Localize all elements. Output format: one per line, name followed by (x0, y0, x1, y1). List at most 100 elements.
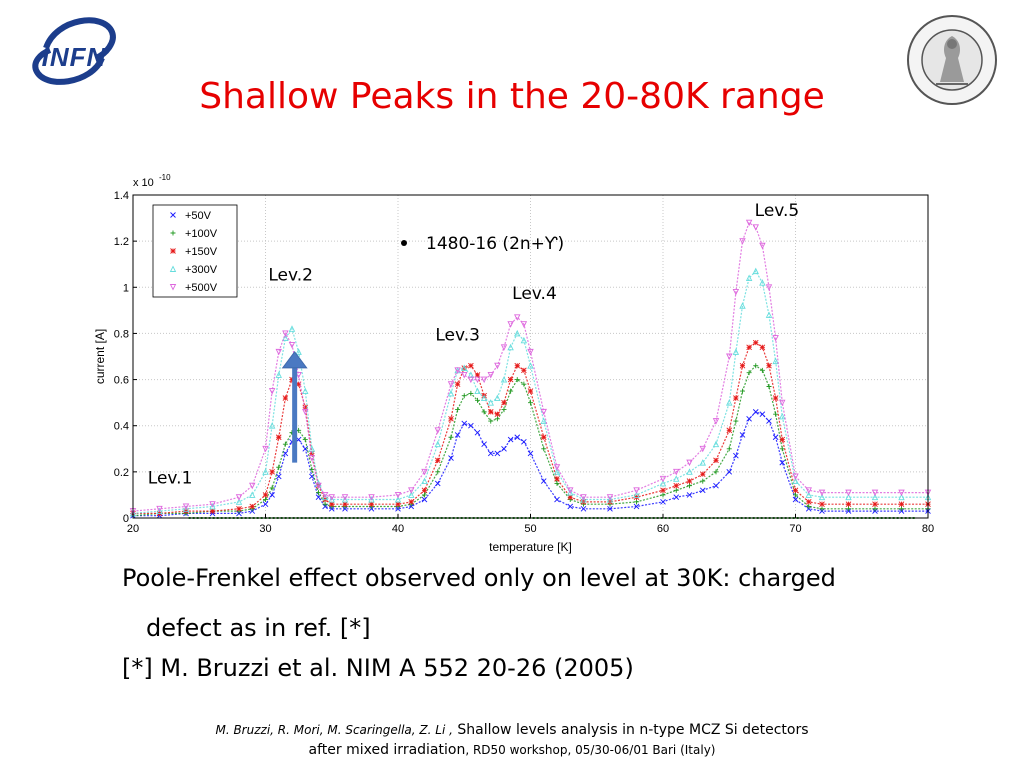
y-tick-label: 0.8 (114, 328, 129, 340)
data-point (434, 480, 441, 487)
data-point (341, 496, 349, 503)
data-point (699, 445, 706, 453)
data-point (686, 459, 693, 467)
data-point (321, 493, 329, 501)
data-point (461, 420, 468, 427)
data-point (773, 411, 779, 417)
data-point (262, 445, 269, 453)
data-point (872, 506, 878, 512)
data-point (554, 475, 560, 482)
data-point (792, 496, 799, 503)
data-point (468, 390, 474, 396)
data-point (475, 397, 480, 403)
data-point (408, 487, 415, 494)
data-point (521, 439, 527, 445)
data-point (368, 496, 375, 503)
x-tick-label: 50 (524, 523, 536, 535)
data-point (448, 434, 454, 440)
data-point (772, 395, 779, 401)
university-seal (906, 14, 998, 106)
data-point (494, 450, 501, 457)
data-point (500, 344, 508, 351)
y-tick-label: 0.2 (114, 467, 129, 479)
data-point (540, 408, 547, 416)
data-point (308, 455, 316, 462)
data-point (448, 455, 454, 461)
data-point (772, 434, 779, 441)
data-point (871, 489, 879, 497)
chart-axes: 20 30 40 50 60 70 80 0 0.2 0.4 0.6 0.8 1 1.2 1.4 x 10 -1… (93, 173, 934, 554)
chart-legend: +50V +100V +150V +300V +500V (152, 204, 238, 298)
data-point (507, 376, 514, 383)
data-point (712, 418, 720, 425)
data-point (235, 498, 243, 505)
legend-marker (169, 265, 177, 272)
data-point (567, 487, 574, 494)
legend-entry: +150V (185, 246, 218, 258)
tsc-current-chart: 20 30 40 50 60 70 80 0 0.2 0.4 0.6 0.8 1 1.2 1.4 x 10 -1… (93, 173, 934, 554)
data-point (845, 501, 852, 507)
footer-venue: , RD50 workshop, 05/30-06/01 Bari (Italy… (465, 743, 716, 757)
x-tick-label: 20 (127, 523, 139, 535)
data-point (792, 477, 799, 485)
data-point (474, 376, 481, 384)
data-point (508, 388, 514, 394)
data-point (872, 501, 878, 507)
data-point (514, 314, 521, 321)
footer-talk-title-2: after mixed irradiation (308, 742, 466, 758)
data-point (421, 468, 428, 476)
data-point (474, 387, 481, 395)
data-point (494, 416, 500, 422)
legend-entry: +50V (185, 210, 212, 222)
data-point (302, 387, 309, 395)
data-point (289, 376, 295, 383)
data-point (553, 468, 561, 475)
data-point (421, 496, 428, 503)
data-point (554, 480, 560, 486)
data-point (295, 381, 302, 388)
data-point (726, 427, 733, 434)
level-label: Lev.5 (755, 201, 800, 221)
data-point (660, 499, 666, 505)
data-point (818, 489, 826, 497)
data-point (739, 362, 746, 369)
data-point (302, 404, 309, 411)
data-point (898, 493, 905, 501)
series-plus-150V (130, 339, 931, 517)
legend-entry: +100V (185, 228, 218, 240)
data-point (528, 400, 533, 406)
data-point (501, 407, 507, 413)
infn-logo-swoosh-icon (32, 17, 116, 85)
data-point (732, 288, 740, 296)
data-point (634, 499, 639, 505)
data-point (461, 393, 467, 399)
x-tick-label: 40 (392, 523, 404, 535)
data-point (779, 399, 786, 407)
y-tick-label: 0 (123, 513, 129, 525)
data-point (540, 434, 547, 441)
data-point (766, 383, 772, 389)
data-point (447, 389, 455, 397)
data-point (753, 363, 759, 369)
data-point (262, 501, 269, 507)
data-point (467, 376, 475, 384)
data-point (520, 336, 528, 344)
data-point (461, 372, 468, 379)
data-point (580, 505, 587, 512)
data-point (454, 367, 461, 374)
data-point (818, 493, 826, 501)
data-point (282, 330, 289, 337)
data-point (752, 409, 759, 415)
data-point (480, 394, 488, 401)
data-point (262, 492, 269, 498)
legend-marker (170, 230, 176, 236)
y-multiplier-exponent: -10 (159, 173, 171, 182)
data-point (480, 376, 488, 384)
data-point (686, 492, 693, 498)
legend-entry: +500V (185, 282, 218, 294)
data-point (739, 302, 746, 309)
data-point (553, 464, 561, 471)
data-point (368, 501, 375, 507)
data-point (156, 507, 163, 515)
data-point (501, 399, 507, 406)
